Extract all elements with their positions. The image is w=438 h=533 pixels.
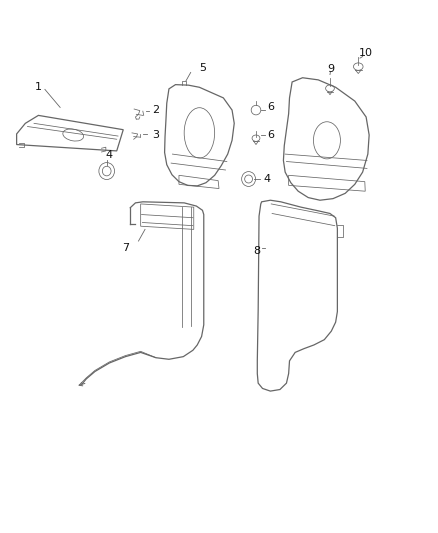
Text: 5: 5 <box>199 63 206 72</box>
Text: 10: 10 <box>359 49 373 58</box>
Text: 4: 4 <box>263 174 270 184</box>
Text: 1: 1 <box>35 82 42 92</box>
Text: 8: 8 <box>254 246 261 256</box>
Text: 3: 3 <box>152 130 159 140</box>
Text: 4: 4 <box>106 150 113 160</box>
Text: 9: 9 <box>328 64 335 74</box>
Text: 6: 6 <box>268 102 275 112</box>
Text: 7: 7 <box>122 243 129 253</box>
Text: 2: 2 <box>152 104 159 115</box>
Text: 6: 6 <box>268 130 275 140</box>
